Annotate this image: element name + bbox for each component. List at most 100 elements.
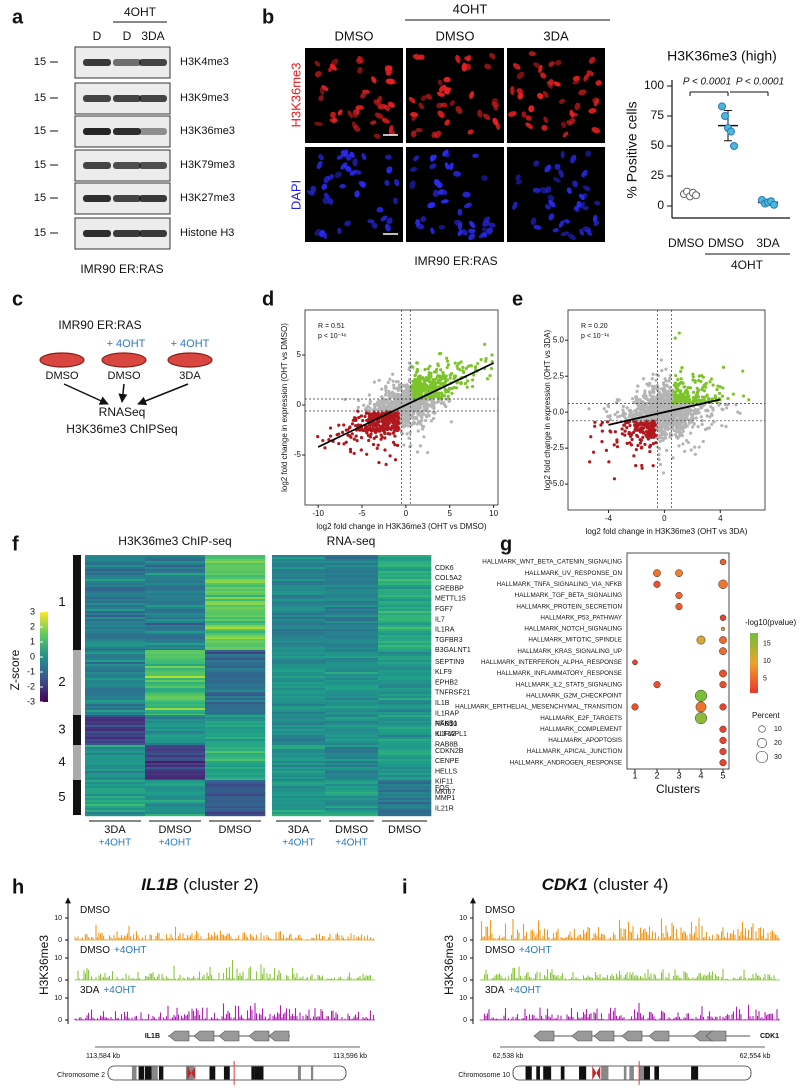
point xyxy=(412,389,416,393)
point xyxy=(398,395,402,399)
nucleus xyxy=(314,228,322,236)
heat-cell xyxy=(205,812,266,815)
point xyxy=(604,409,609,414)
heat-cell xyxy=(205,670,266,673)
heat-cell xyxy=(145,743,206,746)
gene-label: B3GALNT1 xyxy=(435,647,471,654)
point xyxy=(620,432,625,436)
heat-cell xyxy=(272,678,326,681)
point xyxy=(689,448,693,452)
nucleus xyxy=(466,54,472,62)
point xyxy=(396,403,400,407)
heat-cell xyxy=(325,700,379,703)
point xyxy=(433,383,437,388)
point xyxy=(431,398,435,402)
locus-title: IL1B (cluster 2) xyxy=(141,875,258,894)
heat-cell xyxy=(272,788,326,791)
point xyxy=(665,448,669,453)
heat-cell xyxy=(378,682,432,685)
heat-cell xyxy=(378,631,432,634)
heat-cell xyxy=(145,704,206,707)
enrichment-dot xyxy=(653,569,661,578)
heat-cell xyxy=(85,790,146,793)
nucleus xyxy=(441,199,449,204)
heat-cell xyxy=(145,601,206,604)
point xyxy=(364,429,368,433)
point xyxy=(648,449,652,454)
heat-cell xyxy=(205,784,266,787)
gene-name: CDK1 xyxy=(542,875,588,894)
heat-cell xyxy=(272,581,326,584)
heat-cell xyxy=(85,710,146,713)
column-label: DMSO xyxy=(436,28,475,43)
heat-cell xyxy=(272,757,326,760)
heat-cell xyxy=(378,731,432,734)
nucleus xyxy=(537,92,544,100)
heat-cell xyxy=(272,617,326,620)
point xyxy=(376,427,380,431)
heat-cell xyxy=(85,777,146,780)
nucleus xyxy=(327,198,334,205)
band xyxy=(131,1066,137,1080)
nucleus xyxy=(574,102,581,111)
point xyxy=(415,367,420,372)
point xyxy=(395,443,400,447)
heat-cell xyxy=(205,597,266,600)
dish xyxy=(39,352,85,368)
heat-cell xyxy=(325,796,379,799)
nucleus xyxy=(371,76,377,84)
point xyxy=(711,406,715,410)
point xyxy=(426,410,430,414)
nucleus xyxy=(381,117,390,124)
heat-cell xyxy=(145,625,206,628)
point xyxy=(615,410,620,414)
nucleus xyxy=(314,60,321,67)
axis-label: H3K36me3 xyxy=(442,935,456,995)
heat-cell xyxy=(272,775,326,778)
lane-label: 3DA xyxy=(141,29,164,43)
heat-cell xyxy=(145,715,206,718)
blot-band xyxy=(139,230,167,237)
gene-label: FOS xyxy=(435,785,450,792)
point xyxy=(630,437,634,442)
point xyxy=(651,372,655,376)
cluster-label: 2 xyxy=(58,674,65,689)
point xyxy=(337,423,341,427)
heat-cell xyxy=(325,733,379,736)
heat-cell xyxy=(205,672,266,675)
heat-cell xyxy=(145,739,206,742)
point xyxy=(659,429,663,433)
heat-cell xyxy=(378,559,432,562)
nucleus xyxy=(340,162,348,170)
nucleus xyxy=(540,72,547,79)
point xyxy=(658,462,663,467)
heat-cell xyxy=(145,607,206,610)
heat-cell xyxy=(85,771,146,774)
micrograph xyxy=(507,147,605,242)
nucleus xyxy=(355,106,360,115)
heat-cell xyxy=(325,658,379,661)
heat-cell xyxy=(325,690,379,693)
point xyxy=(675,387,680,391)
y-tick-label: 2.5 xyxy=(553,371,565,380)
heat-cell xyxy=(378,725,432,728)
heat-cell xyxy=(205,680,266,683)
heat-cell xyxy=(272,666,326,669)
heat-cell xyxy=(145,755,206,758)
legend-tick: 20 xyxy=(774,740,782,747)
heat-cell xyxy=(205,561,266,564)
nucleus xyxy=(367,219,375,224)
heat-cell xyxy=(272,656,326,659)
nucleus xyxy=(437,110,445,118)
point xyxy=(415,416,419,420)
heat-cell xyxy=(378,585,432,588)
heat-cell xyxy=(325,784,379,787)
nucleus xyxy=(525,115,532,121)
heat-cell xyxy=(272,792,326,795)
point xyxy=(489,367,494,371)
heat-cell xyxy=(205,794,266,797)
nucleus xyxy=(349,151,355,158)
heat-cell xyxy=(205,678,266,681)
point xyxy=(390,407,394,411)
nucleus xyxy=(351,121,357,129)
